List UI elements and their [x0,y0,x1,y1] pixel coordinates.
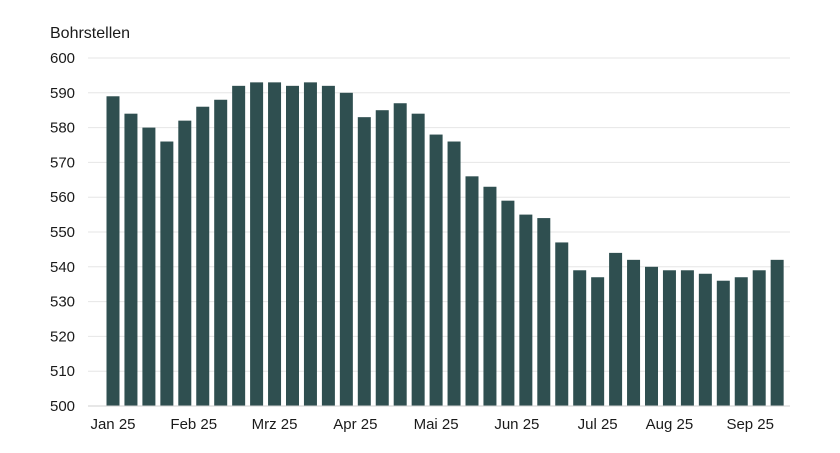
bar [393,103,407,407]
bar [142,127,156,406]
bar [357,117,371,406]
y-tick-label: 580 [50,120,75,137]
bar [680,270,694,406]
x-tick-label: Mrz 25 [252,416,298,433]
x-tick-label: Jun 25 [494,416,539,433]
y-tick-label: 560 [50,189,75,206]
bar [752,270,766,406]
y-tick-label: 530 [50,294,75,311]
bar [303,82,317,407]
y-tick-label: 600 [50,50,75,67]
y-tick-label: 550 [50,224,75,241]
bar [573,270,587,406]
bar [645,266,658,406]
bar [268,82,282,407]
bar [232,85,246,406]
bars [106,82,784,407]
bar [770,259,784,406]
bar [555,242,569,406]
bar [250,82,264,407]
bar [591,277,605,406]
bar [286,85,299,406]
y-tick-label: 520 [50,328,75,345]
y-tick-label: 500 [50,398,75,415]
bar [698,273,712,406]
bar [196,106,210,406]
bar [429,134,443,406]
bar [411,113,425,407]
bar [519,214,533,406]
y-tick-label: 510 [50,363,75,380]
bar [447,141,461,406]
bar [375,110,389,406]
x-tick-label: Apr 25 [333,416,377,433]
bar [483,186,497,406]
bar [106,96,120,406]
bar [716,280,730,406]
y-axis-ticks: 500 510 520 530 540 550 560 570 580 590 600 [50,50,75,415]
y-tick-label: 590 [50,85,75,102]
x-tick-label: Jul 25 [578,416,618,433]
bar [321,85,335,406]
bar [501,200,515,406]
x-tick-label: Sep 25 [726,416,774,433]
x-tick-label: Jan 25 [90,416,135,433]
x-tick-label: Mai 25 [414,416,459,433]
y-tick-label: 570 [50,154,75,171]
x-axis-ticks: Jan 25 Feb 25 Mrz 25 Apr 25 Mai 25 Jun 25 Jul … [90,416,774,433]
x-tick-label: Feb 25 [170,416,217,433]
bar [465,176,479,406]
y-axis-title: Bohrstellen [50,25,130,42]
bar [178,120,192,406]
bar [124,113,138,407]
bar [627,259,641,406]
bar [160,141,174,406]
bar [214,99,228,406]
y-tick-label: 540 [50,259,75,276]
bar [609,252,623,406]
bar [734,277,748,406]
bar [537,218,551,406]
bar [339,92,353,407]
bar [662,270,676,406]
x-tick-label: Aug 25 [646,416,694,433]
